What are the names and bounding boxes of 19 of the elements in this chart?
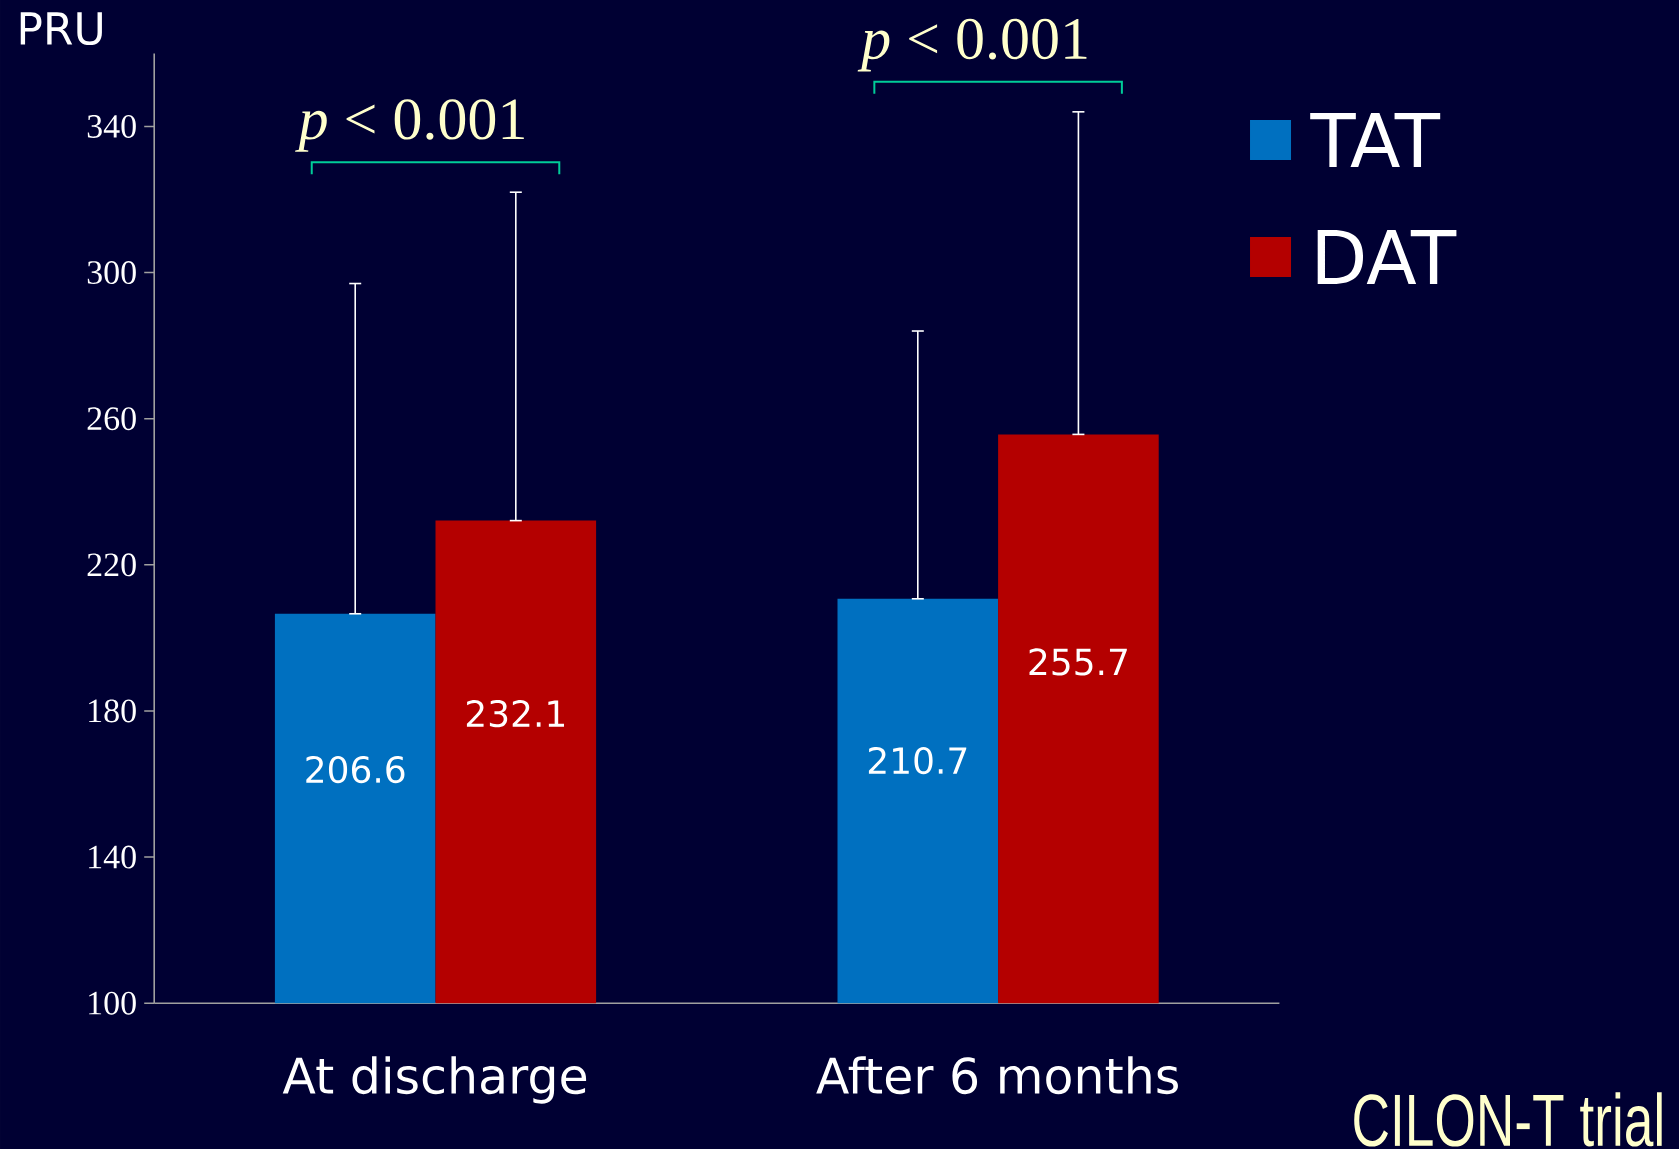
y-tick-label: 220 — [87, 553, 136, 577]
data-label: 210.7 — [868, 746, 967, 775]
y-tick-label: 260 — [87, 407, 136, 431]
data-label: 232.1 — [466, 700, 564, 728]
data-label: 255.7 — [1029, 648, 1127, 676]
x-tick-label: At discharge — [282, 1056, 587, 1104]
legend-label: DAT — [1317, 230, 1457, 284]
y-tick-label: 300 — [87, 261, 136, 285]
annotation: p < 0.001 — [857, 18, 1087, 72]
annotation: p < 0.001 — [295, 99, 524, 152]
data-label: 206.6 — [306, 755, 405, 784]
text: CILON-T trial — [1354, 1092, 1662, 1147]
y-tick-label: 340 — [87, 114, 136, 138]
y-axis-title: PRU — [20, 12, 102, 46]
legend-label: TAT — [1310, 113, 1441, 167]
y-tick-label: 180 — [89, 699, 136, 723]
y-tick-label: 100 — [89, 991, 136, 1015]
y-tick-label: 140 — [89, 845, 136, 869]
x-tick-label: After 6 months — [816, 1056, 1178, 1095]
